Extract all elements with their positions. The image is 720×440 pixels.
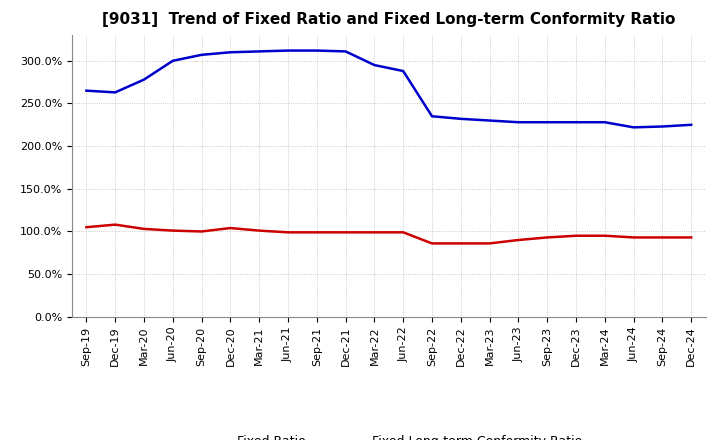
Fixed Ratio xyxy=(456,116,465,121)
Fixed Long-term Conformity Ratio xyxy=(82,224,91,230)
Fixed Ratio xyxy=(399,68,408,73)
Fixed Ratio xyxy=(226,50,235,55)
Fixed Ratio xyxy=(428,114,436,119)
Fixed Ratio xyxy=(370,62,379,68)
Fixed Long-term Conformity Ratio xyxy=(399,230,408,235)
Fixed Long-term Conformity Ratio xyxy=(600,233,609,238)
Fixed Ratio xyxy=(687,122,696,128)
Fixed Ratio xyxy=(543,120,552,125)
Fixed Ratio xyxy=(629,125,638,130)
Fixed Long-term Conformity Ratio xyxy=(456,241,465,246)
Fixed Ratio xyxy=(111,90,120,95)
Fixed Ratio xyxy=(485,118,494,123)
Fixed Ratio xyxy=(658,124,667,129)
Fixed Long-term Conformity Ratio xyxy=(543,235,552,240)
Fixed Ratio xyxy=(197,52,206,58)
Fixed Long-term Conformity Ratio xyxy=(226,225,235,231)
Line: Fixed Ratio: Fixed Ratio xyxy=(86,51,691,127)
Fixed Ratio xyxy=(312,48,321,53)
Fixed Long-term Conformity Ratio xyxy=(197,229,206,234)
Fixed Ratio xyxy=(255,49,264,54)
Line: Fixed Long-term Conformity Ratio: Fixed Long-term Conformity Ratio xyxy=(86,225,691,243)
Fixed Ratio xyxy=(572,120,580,125)
Fixed Ratio xyxy=(168,58,177,63)
Fixed Long-term Conformity Ratio xyxy=(485,241,494,246)
Fixed Long-term Conformity Ratio xyxy=(370,230,379,235)
Fixed Ratio xyxy=(514,120,523,125)
Fixed Ratio xyxy=(284,48,292,53)
Fixed Long-term Conformity Ratio xyxy=(428,241,436,246)
Fixed Long-term Conformity Ratio xyxy=(168,228,177,233)
Fixed Ratio xyxy=(600,120,609,125)
Fixed Long-term Conformity Ratio xyxy=(629,235,638,240)
Fixed Long-term Conformity Ratio xyxy=(514,237,523,242)
Fixed Ratio xyxy=(140,77,148,82)
Fixed Long-term Conformity Ratio xyxy=(341,230,350,235)
Fixed Long-term Conformity Ratio xyxy=(658,235,667,240)
Fixed Long-term Conformity Ratio xyxy=(687,235,696,240)
Title: [9031]  Trend of Fixed Ratio and Fixed Long-term Conformity Ratio: [9031] Trend of Fixed Ratio and Fixed Lo… xyxy=(102,12,675,27)
Fixed Long-term Conformity Ratio xyxy=(312,230,321,235)
Fixed Long-term Conformity Ratio xyxy=(140,226,148,231)
Legend: Fixed Ratio, Fixed Long-term Conformity Ratio: Fixed Ratio, Fixed Long-term Conformity … xyxy=(191,430,587,440)
Fixed Long-term Conformity Ratio xyxy=(572,233,580,238)
Fixed Long-term Conformity Ratio xyxy=(284,230,292,235)
Fixed Ratio xyxy=(341,49,350,54)
Fixed Long-term Conformity Ratio xyxy=(111,222,120,227)
Fixed Ratio xyxy=(82,88,91,93)
Fixed Long-term Conformity Ratio xyxy=(255,228,264,233)
